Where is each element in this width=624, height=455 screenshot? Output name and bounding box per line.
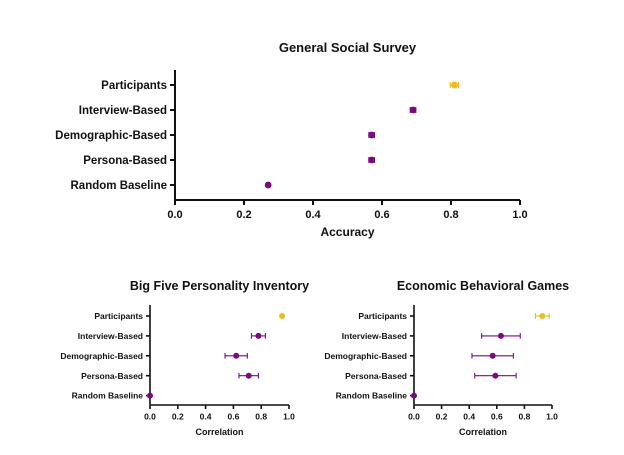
chart-title: Economic Behavioral Games: [397, 279, 569, 293]
x-tick-label: 0.0: [408, 412, 420, 422]
chart-title: Big Five Personality Inventory: [130, 279, 309, 293]
y-tick-label: Interview-Based: [78, 331, 143, 341]
x-axis-label: Accuracy: [320, 225, 374, 239]
y-tick-label: Demographic-Based: [324, 351, 407, 361]
data-point: [489, 352, 496, 359]
x-tick-label: 0.8: [443, 209, 458, 221]
data-point: [497, 332, 504, 339]
y-tick-label: Participants: [94, 311, 143, 321]
x-tick-label: 0.6: [374, 209, 389, 221]
x-tick-label: 0.2: [436, 412, 448, 422]
y-tick-label: Participants: [358, 311, 407, 321]
y-tick-label: Demographic-Based: [60, 351, 143, 361]
chart-title: General Social Survey: [279, 40, 417, 55]
data-point: [147, 392, 153, 399]
x-axis-label: Correlation: [459, 427, 507, 437]
data-point: [409, 106, 417, 114]
x-tick-label: 0.4: [463, 412, 475, 422]
data-point: [368, 156, 376, 164]
y-tick-label: Interview-Based: [79, 105, 167, 117]
x-tick-label: 1.0: [283, 412, 295, 422]
x-tick-label: 0.0: [144, 412, 156, 422]
x-tick-label: 0.8: [518, 412, 530, 422]
x-tick-label: 0.4: [200, 412, 212, 422]
data-point: [492, 372, 499, 379]
x-tick-label: 0.4: [305, 209, 321, 221]
x-tick-label: 0.8: [255, 412, 267, 422]
y-tick-label: Demographic-Based: [55, 130, 167, 142]
y-tick-label: Persona-Based: [83, 155, 167, 167]
x-tick-label: 0.0: [167, 209, 182, 221]
y-tick-label: Random Baseline: [71, 180, 168, 192]
data-point: [368, 131, 376, 139]
y-tick-label: Interview-Based: [342, 331, 407, 341]
data-point: [245, 372, 252, 379]
y-tick-label: Participants: [101, 80, 167, 92]
y-tick-label: Random Baseline: [336, 391, 408, 401]
x-tick-label: 0.6: [227, 412, 239, 422]
x-tick-label: 0.2: [172, 412, 184, 422]
data-point: [279, 313, 286, 319]
y-tick-label: Random Baseline: [72, 391, 144, 401]
x-axis-label: Correlation: [195, 427, 243, 437]
data-point: [255, 332, 262, 339]
data-point: [539, 313, 546, 319]
chart-panel-3: Economic Behavioral Games 0.0 0.2 0.4 0.6 0.8…: [324, 279, 569, 437]
x-tick-label: 1.0: [512, 209, 527, 221]
data-point: [264, 181, 272, 189]
chart-panel-1: General Social Survey 0.0 0.2 0.4 0.6 0.8 1.0 A…: [55, 40, 527, 239]
chart-panel-2: Big Five Personality Inventory 0.0 0.2 0.4 0…: [60, 279, 309, 437]
x-tick-label: 0.2: [236, 209, 251, 221]
data-point: [233, 352, 240, 359]
y-tick-label: Persona-Based: [81, 371, 143, 381]
data-point: [451, 81, 458, 89]
data-point: [411, 392, 417, 399]
y-tick-label: Persona-Based: [345, 371, 407, 381]
x-tick-label: 0.6: [491, 412, 503, 422]
x-tick-label: 1.0: [546, 412, 558, 422]
